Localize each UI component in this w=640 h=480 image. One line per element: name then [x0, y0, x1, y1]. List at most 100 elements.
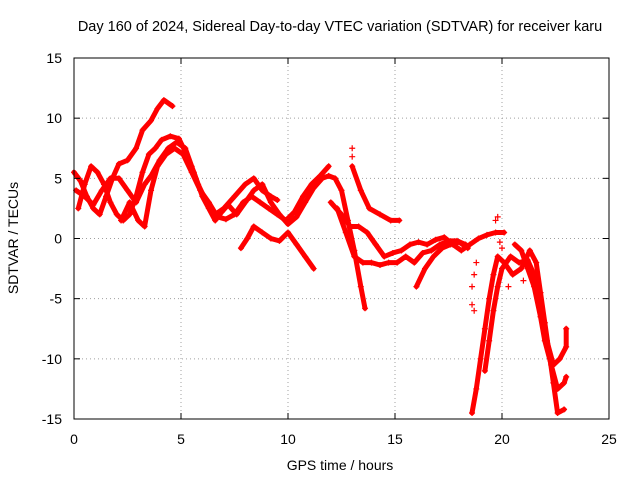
data-point [359, 259, 366, 266]
data-point [458, 247, 465, 254]
data-point [464, 245, 471, 252]
data-point [188, 169, 195, 176]
data-point [484, 231, 491, 238]
series-satellite-track-D [118, 145, 332, 230]
data-point [469, 301, 476, 308]
data-point [274, 196, 281, 203]
data-point [421, 265, 428, 272]
data-point [231, 193, 238, 200]
data-point [248, 193, 255, 200]
data-point [518, 247, 525, 254]
series-satellite-track-E [237, 223, 317, 272]
series-trace [469, 248, 567, 416]
data-point [220, 205, 227, 212]
data-point [469, 409, 476, 416]
series-satellite-track-F [327, 199, 508, 260]
data-point [205, 199, 212, 206]
data-point [349, 153, 356, 160]
data-point [317, 172, 324, 179]
data-point [524, 265, 531, 272]
data-point [481, 325, 488, 332]
series-satellite-track-K [481, 253, 570, 374]
data-point [148, 117, 155, 124]
series-scattered-points [349, 145, 527, 314]
data-point [242, 181, 249, 188]
data-point [325, 163, 332, 170]
data-point [561, 406, 568, 413]
data-point [351, 253, 358, 260]
data-point [563, 343, 570, 350]
data-point [145, 151, 152, 158]
data-point [377, 261, 384, 268]
data-point [469, 283, 476, 290]
data-point [124, 157, 131, 164]
x-tick-label: 15 [387, 431, 403, 447]
data-point [424, 241, 431, 248]
data-point [124, 187, 131, 194]
series-satellite-track-L [511, 241, 570, 392]
data-point [537, 313, 544, 320]
data-point [327, 199, 334, 206]
data-point [492, 217, 499, 224]
data-point [473, 385, 480, 392]
data-point [563, 325, 570, 332]
data-point [257, 199, 264, 206]
series-satellite-track-H [349, 163, 403, 224]
data-point [406, 241, 413, 248]
x-tick-label: 5 [177, 431, 185, 447]
data-point [507, 253, 514, 260]
data-point [244, 235, 251, 242]
series-trace [349, 163, 402, 223]
data-point [107, 175, 114, 182]
data-point [554, 385, 561, 392]
series-trace [328, 199, 507, 259]
y-tick-label: 5 [54, 170, 62, 186]
data-point [439, 245, 446, 252]
data-point [222, 216, 229, 223]
data-point [308, 181, 315, 188]
data-point [276, 237, 283, 244]
data-point [505, 283, 512, 290]
data-point [293, 213, 300, 220]
data-point [456, 239, 463, 246]
y-tick-label: -15 [42, 411, 62, 427]
data-point [113, 211, 120, 218]
data-series [71, 97, 570, 416]
data-point [250, 187, 257, 194]
data-point [496, 239, 503, 246]
data-point [334, 205, 341, 212]
data-point [473, 259, 480, 266]
series-trace [334, 205, 469, 268]
data-point [175, 135, 182, 142]
data-point [471, 307, 478, 314]
data-point [349, 145, 356, 152]
data-point [554, 409, 561, 416]
data-point [154, 105, 161, 112]
data-point [413, 283, 420, 290]
data-point [349, 163, 356, 170]
data-point [180, 151, 187, 158]
data-point [518, 265, 525, 272]
data-point [366, 205, 373, 212]
data-point [396, 217, 403, 224]
grid [74, 58, 609, 419]
data-point [415, 239, 422, 246]
data-point [428, 247, 435, 254]
data-point [511, 241, 518, 248]
series-trace [512, 242, 569, 392]
series-satellite-track-I [413, 239, 471, 290]
data-point [141, 223, 148, 230]
data-point [494, 283, 501, 290]
data-point [75, 205, 82, 212]
data-point [430, 253, 437, 260]
data-point [231, 211, 238, 218]
data-point [259, 187, 266, 194]
data-point [432, 236, 439, 243]
data-point [88, 163, 95, 170]
data-point [338, 187, 345, 194]
data-point [107, 199, 114, 206]
data-point [139, 169, 146, 176]
data-point [490, 307, 497, 314]
data-point [299, 193, 306, 200]
